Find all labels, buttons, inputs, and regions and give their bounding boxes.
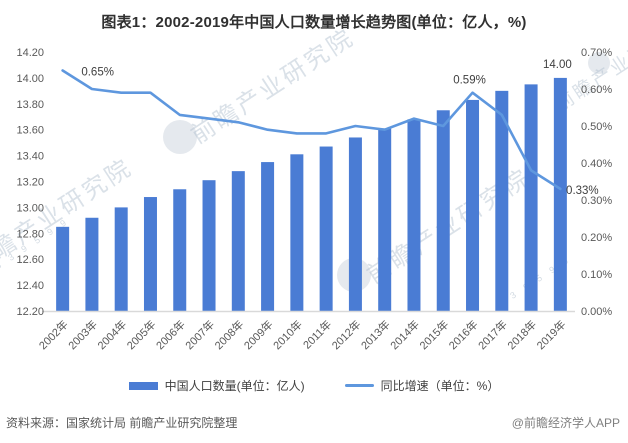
- y-axis-right-tick-label: 0.50%: [581, 121, 612, 133]
- x-axis-tick-label: 2018年: [504, 317, 539, 352]
- bar-2008年: [231, 171, 245, 311]
- chart-legend: 中国人口数量(单位：亿人) 同比增速（单位：%）: [0, 377, 628, 394]
- x-axis-tick-label: 2017年: [475, 317, 510, 352]
- y-axis-right-tick-label: 0.70%: [581, 47, 612, 59]
- data-label-14.00: 14.00: [543, 59, 572, 71]
- y-axis-left-tick-label: 12.60: [16, 254, 44, 266]
- y-axis-right-tick-label: 0.00%: [581, 306, 612, 318]
- bar-2003年: [85, 217, 99, 311]
- x-axis-tick-label: 2007年: [182, 317, 217, 352]
- bar-2004年: [114, 207, 128, 311]
- x-axis-tick-label: 2016年: [446, 317, 481, 352]
- legend-item-growth-rate: 同比增速（单位：%）: [344, 377, 500, 394]
- y-axis-left-tick-label: 12.80: [16, 228, 44, 240]
- bar-2015年: [436, 110, 450, 312]
- y-axis-right-tick-label: 0.40%: [581, 158, 612, 170]
- bar-2013年: [378, 128, 392, 311]
- y-axis-left-tick-label: 13.40: [16, 151, 44, 163]
- x-axis-tick-label: 2010年: [270, 317, 305, 352]
- bar-2005年: [143, 197, 157, 311]
- x-axis-tick-label: 2009年: [241, 317, 276, 352]
- x-axis-tick-label: 2005年: [124, 317, 159, 352]
- legend-label-growth-rate: 同比增速（单位：%）: [380, 379, 500, 393]
- line-series-swatch-icon: [344, 384, 374, 387]
- x-axis-tick-label: 2014年: [387, 317, 422, 352]
- bar-2009年: [261, 162, 275, 311]
- y-axis-right-tick-label: 0.10%: [581, 269, 612, 281]
- bar-series-swatch-icon: [128, 381, 158, 390]
- bar-2006年: [173, 189, 187, 311]
- y-axis-left-tick-label: 13.20: [16, 177, 44, 189]
- bar-2019年: [553, 77, 567, 312]
- bar-2018年: [524, 84, 538, 311]
- y-axis-right-tick-label: 0.30%: [581, 195, 612, 207]
- x-axis-tick-label: 2012年: [329, 317, 364, 352]
- bar-2007年: [202, 180, 216, 311]
- legend-item-population: 中国人口数量(单位：亿人): [128, 377, 305, 394]
- data-label-0.33%: 0.33%: [566, 185, 599, 197]
- publisher-credit: @前瞻经济学人APP: [511, 416, 620, 430]
- x-axis-tick-label: 2019年: [533, 317, 568, 352]
- y-axis-left-tick-label: 12.20: [16, 306, 44, 318]
- x-axis-tick-label: 2011年: [300, 317, 334, 351]
- x-axis-tick-label: 2008年: [211, 317, 246, 352]
- x-axis-tick-label: 2013年: [358, 317, 393, 352]
- x-axis-tick-label: 2004年: [94, 317, 129, 352]
- y-axis-left-tick-label: 13.00: [16, 202, 44, 214]
- y-axis-left-tick-label: 12.40: [16, 280, 44, 292]
- chart-title: 图表1：2002-2019年中国人口数量增长趋势图(单位：亿人，%): [101, 14, 527, 31]
- legend-label-population: 中国人口数量(单位：亿人): [164, 379, 305, 393]
- y-axis-right-tick-label: 0.60%: [581, 84, 612, 96]
- y-axis-left-tick-label: 14.00: [16, 73, 44, 85]
- data-label-0.59%: 0.59%: [453, 75, 486, 87]
- bar-2002年: [56, 226, 70, 311]
- x-axis-tick-label: 2006年: [153, 317, 188, 352]
- chart-footer: 资料来源：国家统计局 前瞻产业研究院整理 @前瞻经济学人APP: [6, 414, 620, 431]
- data-label-0.65%: 0.65%: [81, 67, 114, 79]
- growth-rate-line: [61, 69, 562, 191]
- bar-2016年: [466, 99, 480, 311]
- bar-2014年: [407, 119, 421, 311]
- bar-2011年: [319, 146, 333, 311]
- x-axis-tick-label: 2003年: [65, 317, 100, 352]
- y-axis-left-tick-label: 14.20: [16, 47, 44, 59]
- bar-2017年: [495, 90, 509, 311]
- x-axis-tick-label: 2015年: [416, 317, 451, 352]
- y-axis-left-tick-label: 13.80: [16, 99, 44, 111]
- data-source-note: 资料来源：国家统计局 前瞻产业研究院整理: [6, 416, 238, 430]
- bar-2010年: [290, 154, 304, 311]
- x-axis-tick-label: 2002年: [36, 317, 71, 352]
- y-axis-right-tick-label: 0.20%: [581, 232, 612, 244]
- y-axis-left-tick-label: 13.60: [16, 125, 44, 137]
- bar-2012年: [348, 137, 362, 311]
